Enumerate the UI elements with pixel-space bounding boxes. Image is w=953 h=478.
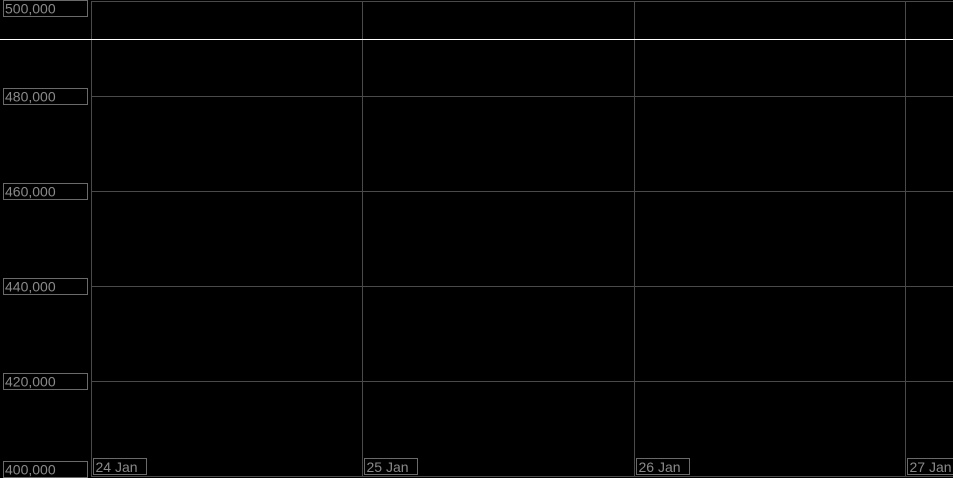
y-tick-label: 420,000 (5, 374, 56, 390)
y-tick-label-box (3, 183, 88, 200)
y-tick-label-box (3, 0, 88, 17)
y-tick-label: 460,000 (5, 184, 56, 200)
y-tick-label-box (3, 373, 88, 390)
x-tick-label: 25 Jan (367, 459, 409, 475)
y-tick-label: 400,000 (5, 462, 56, 478)
y-tick-label-box (3, 88, 88, 105)
x-tick-label-box (907, 458, 953, 475)
y-tick-label: 440,000 (5, 279, 56, 295)
x-tick-label-box (364, 458, 418, 475)
x-tick-label: 26 Jan (639, 459, 681, 475)
x-tick-label: 24 Jan (96, 459, 138, 475)
x-tick-label-box (636, 458, 690, 475)
y-tick-label: 480,000 (5, 89, 56, 105)
x-tick-label: 27 Jan (910, 459, 952, 475)
y-tick-label: 500,000 (5, 1, 56, 17)
x-tick-label-box (93, 458, 147, 475)
y-tick-label-box (3, 278, 88, 295)
